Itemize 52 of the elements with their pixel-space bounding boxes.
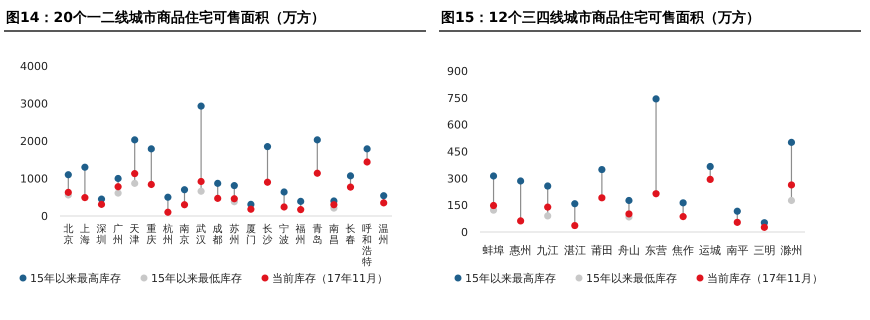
x-tick-label: 南京 (180, 223, 190, 246)
y-tick-label: 450 (447, 146, 468, 158)
x-tick-label: 湛江 (564, 244, 586, 257)
x-tick-label: 厦门 (246, 224, 256, 246)
x-tick-label: 焦作 (672, 244, 694, 257)
x-tick-label: 惠州 (508, 244, 532, 257)
legend-label: 15年以来最高库存 (465, 272, 556, 285)
x-tick-label: 天津 (130, 224, 140, 246)
x-tick-label: 苏州 (229, 223, 240, 246)
y-tick-label: 750 (447, 92, 468, 105)
y-tick-label: 0 (461, 226, 468, 239)
x-tick-label: 东营 (645, 244, 668, 257)
legend-label: 当前库存（17年11月） (707, 272, 823, 285)
x-tick-label: 青岛 (312, 223, 322, 246)
x-tick-label: 呼和浩特 (362, 223, 372, 268)
x-tick-label: 北京 (63, 223, 74, 246)
legend-label: 当前库存（17年11月） (272, 272, 388, 285)
chart-title: 图15：12个三四线城市商品住宅可售面积（万方） (441, 9, 760, 26)
x-tick-label: 深圳 (96, 223, 106, 246)
x-tick-label: 长春 (346, 223, 356, 246)
legend-label: 15年以来最低库存 (151, 272, 242, 285)
x-tick-label: 宁波 (279, 223, 290, 246)
legend-label: 15年以来最低库存 (586, 272, 677, 285)
x-tick-label: 三明 (753, 244, 776, 257)
y-tick-label: 600 (447, 118, 468, 132)
y-tick-label: 1000 (20, 172, 48, 186)
x-tick-label: 重庆 (146, 223, 156, 246)
x-tick-label: 舟山 (618, 244, 640, 257)
x-tick-label: 温州 (378, 223, 389, 246)
legend-label: 15年以来最高库存 (30, 272, 121, 285)
y-tick-label: 300 (447, 172, 468, 186)
x-tick-label: 运城 (699, 244, 722, 257)
x-tick-label: 蚌埠 (482, 244, 505, 257)
x-tick-label: 长沙 (262, 223, 272, 246)
y-tick-label: 150 (447, 199, 468, 212)
x-tick-label: 福州 (296, 223, 306, 246)
chart-title: 图14：20个一二线城市商品住宅可售面积（万方） (6, 9, 325, 26)
x-tick-label: 武汉 (196, 223, 206, 246)
y-tick-label: 900 (447, 65, 468, 78)
x-tick-label: 成都 (212, 223, 223, 246)
y-tick-label: 2000 (20, 135, 48, 148)
y-tick-label: 4000 (20, 60, 48, 73)
x-tick-label: 滁州 (780, 244, 802, 257)
x-tick-label: 上海 (80, 223, 90, 246)
y-tick-label: 3000 (20, 98, 48, 110)
x-tick-label: 南昌 (328, 223, 339, 246)
x-tick-label: 广州 (113, 223, 124, 246)
y-tick-label: 0 (41, 210, 48, 223)
x-tick-label: 南平 (726, 244, 748, 257)
x-tick-label: 杭州 (162, 223, 173, 246)
x-tick-label: 莆田 (590, 244, 613, 257)
x-tick-label: 九江 (536, 244, 559, 257)
